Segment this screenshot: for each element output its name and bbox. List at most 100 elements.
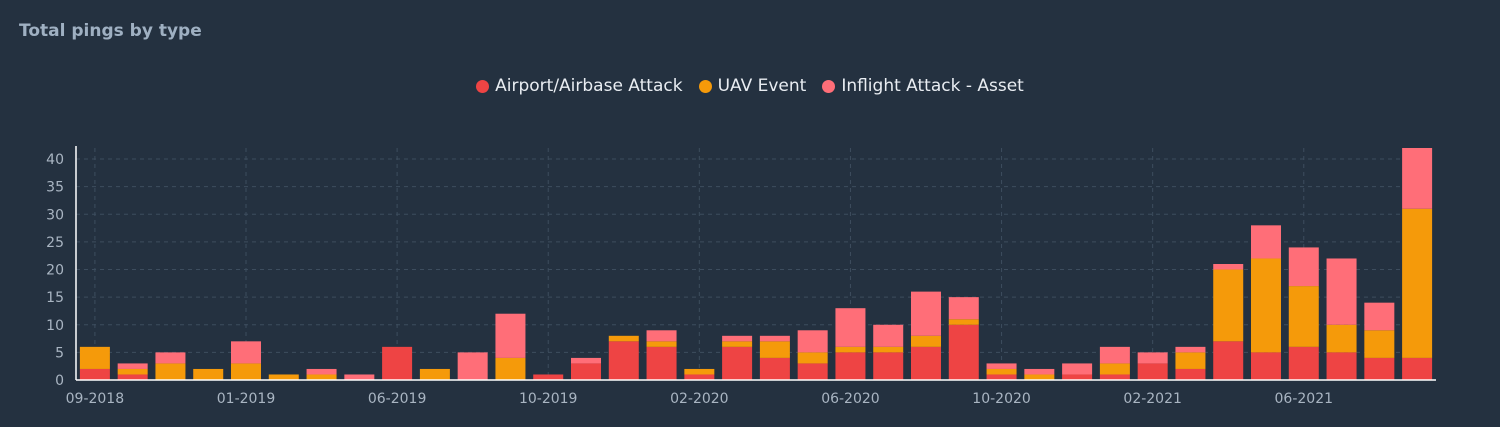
bar-segment-airport-attack [1213,341,1244,380]
legend-item-uav-event[interactable]: UAV Event [698,76,806,96]
bar-segment-uav-event [79,346,110,369]
legend-swatch-inflight-attack [822,79,836,93]
bar-segment-inflight-attack [1402,148,1433,209]
bar-segment-uav-event [948,319,979,325]
bar-segment-inflight-attack [1251,225,1281,259]
bar-segment-airport-attack [608,341,639,380]
bar-segment-airport-attack [1364,357,1395,380]
bar-segment-airport-attack [873,352,904,380]
bar-segment-inflight-attack [231,341,261,364]
legend-swatch-airport-attack [476,79,490,93]
bar-segment-inflight-attack [797,330,828,353]
bar-segment-inflight-attack [1099,346,1130,364]
bar-segment-uav-event [419,368,450,380]
x-tick-label: 06-2019 [368,391,427,407]
bar-segment-airport-attack [1175,368,1206,380]
bar-segment-inflight-attack [1175,346,1206,353]
bar-segment-uav-event [722,341,753,347]
bar-segment-airport-attack [759,357,790,380]
bar-segment-uav-event [797,352,828,364]
bar-segment-uav-event [1213,269,1244,342]
bar-segment-airport-attack [382,346,413,380]
x-tick-label: 06-2020 [821,391,880,407]
bar-segment-airport-attack [79,368,110,380]
bar-segment-airport-attack [117,374,148,380]
bar-segment-airport-attack [797,363,828,380]
bar-segment-inflight-attack [1326,258,1357,325]
bar-segment-inflight-attack [495,313,526,358]
x-tick-label: 02-2021 [1123,391,1182,407]
bar-segment-uav-event [1251,258,1281,353]
legend-item-inflight-attack[interactable]: Inflight Attack - Asset [822,76,1024,96]
bar-segment-inflight-attack [646,330,677,342]
y-tick-label: 10 [46,318,64,334]
bar-segment-uav-event [1175,352,1206,369]
bar-segment-uav-event [1024,374,1055,380]
bar-segment-inflight-attack [759,335,790,342]
x-tick-label: 09-2018 [66,391,125,407]
bar-segment-airport-attack [948,324,979,380]
bar-segment-uav-event [193,368,224,380]
bar-segment-uav-event [684,368,715,375]
x-tick-label: 10-2020 [972,391,1031,407]
bar-segment-airport-attack [1288,346,1319,380]
bar-segment-inflight-attack [722,335,753,342]
bar-segment-inflight-attack [1024,368,1055,375]
bar-segment-inflight-attack [911,291,941,336]
bar-segment-inflight-attack [948,297,979,320]
y-tick-label: 35 [46,180,64,196]
bar-segment-airport-attack [646,346,677,380]
bar-segment-airport-attack [722,346,753,380]
bar-segment-uav-event [911,335,941,347]
bar-segment-uav-event [1402,208,1433,358]
bar-segment-inflight-attack [457,352,488,380]
y-tick-label: 25 [46,235,64,251]
bar-segment-uav-event [1326,324,1357,353]
y-tick-label: 40 [46,152,64,168]
bar-segment-airport-attack [835,352,866,380]
bar-segment-uav-event [117,368,148,375]
bar-segment-inflight-attack [344,374,375,380]
bar-segment-uav-event [268,374,299,380]
bar-segment-uav-event [986,368,1017,375]
bar-segment-uav-event [1099,363,1130,375]
bar-segment-uav-event [835,346,866,353]
bar-segment-airport-attack [571,363,601,380]
bar-segment-airport-attack [1137,363,1168,380]
legend-item-airport-attack[interactable]: Airport/Airbase Attack [476,76,683,96]
x-tick-label: 06-2021 [1275,391,1334,407]
y-tick-label: 20 [46,263,64,279]
bar-segment-uav-event [231,363,261,380]
bar-segment-inflight-attack [1364,302,1395,331]
bar-segment-inflight-attack [1062,363,1093,375]
y-tick-label: 5 [55,345,64,361]
bar-segment-airport-attack [1062,374,1093,380]
bar-segment-uav-event [759,341,790,358]
bar-segment-uav-event [495,357,526,380]
bar-segment-airport-attack [911,346,941,380]
bar-segment-uav-event [155,363,186,380]
bar-segment-inflight-attack [1137,352,1168,364]
bar-segment-airport-attack [1251,352,1281,380]
bar-segment-uav-event [306,374,337,380]
bar-segment-inflight-attack [117,363,148,369]
bar-segment-uav-event [608,335,639,342]
bar-segment-airport-attack [1402,357,1433,380]
x-tick-label: 01-2019 [217,391,276,407]
legend-swatch-uav-event [698,79,712,93]
x-tick-label: 10-2019 [519,391,578,407]
bar-segment-inflight-attack [155,352,186,364]
bar-segment-airport-attack [684,374,715,380]
bar-segment-inflight-attack [1288,247,1319,287]
y-tick-label: 15 [46,290,64,306]
bar-segment-uav-event [1288,286,1319,347]
bar-segment-inflight-attack [571,357,601,364]
bar-segment-airport-attack [533,374,564,380]
x-tick-label: 02-2020 [670,391,729,407]
y-tick-label: 0 [55,373,64,389]
bar-segment-uav-event [873,346,904,353]
chart-legend: Airport/Airbase Attack UAV Event Infligh… [0,76,1500,96]
y-tick-label: 30 [46,207,64,223]
